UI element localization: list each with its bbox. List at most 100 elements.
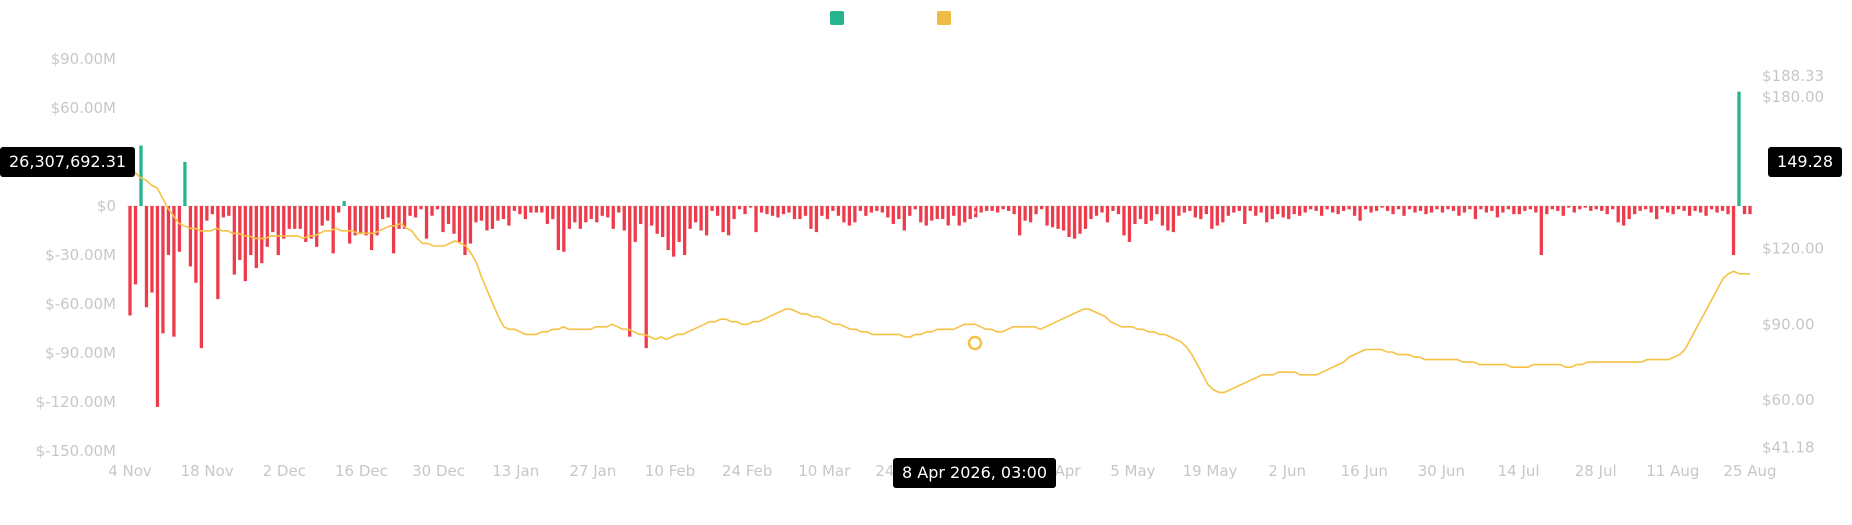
outflow-bar[interactable]	[1012, 206, 1016, 215]
outflow-bar[interactable]	[446, 206, 451, 224]
outflow-bar[interactable]	[1325, 206, 1329, 210]
outflow-bar[interactable]	[1138, 206, 1143, 220]
outflow-bar[interactable]	[364, 206, 368, 236]
outflow-bar[interactable]	[941, 206, 945, 220]
outflow-bar[interactable]	[1594, 206, 1598, 210]
outflow-bar[interactable]	[1391, 206, 1395, 215]
outflow-bar[interactable]	[930, 206, 934, 221]
outflow-bar[interactable]	[1149, 206, 1154, 221]
outflow-bar[interactable]	[1314, 206, 1318, 211]
outflow-bar[interactable]	[710, 206, 714, 211]
outflow-bar[interactable]	[1589, 206, 1593, 211]
outflow-bar[interactable]	[1017, 206, 1022, 236]
outflow-bar[interactable]	[633, 206, 637, 242]
outflow-bar[interactable]	[1693, 206, 1697, 211]
outflow-bar[interactable]	[677, 206, 681, 242]
outflow-bar[interactable]	[1644, 206, 1648, 210]
outflow-bar[interactable]	[1649, 206, 1653, 213]
outflow-bar[interactable]	[935, 206, 939, 220]
outflow-bar[interactable]	[315, 206, 319, 247]
outflow-bar[interactable]	[1523, 206, 1527, 211]
outflow-bar[interactable]	[512, 206, 517, 211]
outflow-bar[interactable]	[1111, 206, 1115, 211]
outflow-bar[interactable]	[1633, 206, 1637, 215]
outflow-bar[interactable]	[490, 206, 495, 229]
outflow-bar[interactable]	[309, 206, 313, 239]
outflow-bar[interactable]	[435, 206, 440, 210]
outflow-bar[interactable]	[408, 206, 412, 216]
outflow-bar[interactable]	[194, 206, 198, 283]
outflow-bar[interactable]	[348, 206, 352, 244]
outflow-bar[interactable]	[1528, 206, 1532, 210]
outflow-bar[interactable]	[1298, 206, 1302, 216]
outflow-bar[interactable]	[1072, 206, 1077, 239]
outflow-bar[interactable]	[1155, 206, 1159, 215]
outflow-bar[interactable]	[501, 206, 506, 220]
outflow-bar[interactable]	[721, 206, 725, 233]
outflow-bar[interactable]	[1182, 206, 1187, 213]
outflow-bar[interactable]	[556, 206, 560, 251]
outflow-bar[interactable]	[1572, 206, 1576, 213]
outflow-bar[interactable]	[567, 206, 571, 229]
outflow-bar[interactable]	[798, 206, 802, 220]
outflow-bar[interactable]	[293, 206, 297, 229]
outflow-bar[interactable]	[864, 206, 868, 216]
outflow-bar[interactable]	[1105, 206, 1110, 223]
outflow-bar[interactable]	[611, 206, 615, 229]
outflow-bar[interactable]	[216, 206, 220, 300]
outflow-bar[interactable]	[1281, 206, 1285, 218]
outflow-bar[interactable]	[1259, 206, 1263, 213]
outflow-bar[interactable]	[666, 206, 670, 251]
outflow-bar[interactable]	[688, 206, 692, 229]
outflow-bar[interactable]	[1028, 206, 1033, 223]
outflow-bar[interactable]	[1078, 206, 1082, 234]
outflow-bar[interactable]	[639, 206, 643, 224]
outflow-bar[interactable]	[600, 206, 604, 216]
outflow-bar[interactable]	[699, 206, 703, 231]
outflow-bar[interactable]	[397, 206, 401, 229]
outflow-bar[interactable]	[468, 206, 473, 244]
outflow-bar[interactable]	[683, 206, 687, 255]
outflow-bar[interactable]	[1358, 206, 1362, 221]
outflow-bar[interactable]	[803, 206, 808, 216]
outflow-bar[interactable]	[1336, 206, 1340, 215]
outflow-bar[interactable]	[1424, 206, 1428, 215]
outflow-bar[interactable]	[913, 206, 917, 210]
outflow-bar[interactable]	[205, 206, 209, 221]
outflow-bar[interactable]	[1276, 206, 1280, 215]
outflow-bar[interactable]	[1320, 206, 1324, 216]
outflow-bar[interactable]	[869, 206, 873, 213]
outflow-bar[interactable]	[1226, 206, 1230, 216]
outflow-bar[interactable]	[1396, 206, 1401, 210]
outflow-bar[interactable]	[836, 206, 841, 216]
outflow-bar[interactable]	[1094, 206, 1099, 216]
outflow-bar[interactable]	[985, 206, 989, 211]
outflow-bar[interactable]	[1270, 206, 1274, 220]
outflow-bar[interactable]	[1083, 206, 1088, 229]
outflow-bar[interactable]	[155, 206, 160, 407]
outflow-bar[interactable]	[337, 206, 341, 213]
outflow-bar[interactable]	[655, 206, 659, 234]
outflow-bar[interactable]	[1243, 206, 1247, 224]
outflow-bar[interactable]	[1676, 206, 1681, 210]
outflow-bar[interactable]	[254, 206, 258, 269]
outflow-bar[interactable]	[858, 206, 863, 211]
outflow-bar[interactable]	[1660, 206, 1664, 210]
outflow-bar[interactable]	[957, 206, 961, 226]
outflow-bar[interactable]	[1550, 206, 1554, 210]
outflow-bar[interactable]	[1720, 206, 1725, 211]
outflow-bar[interactable]	[133, 206, 138, 285]
outflow-bar[interactable]	[386, 206, 390, 218]
outflow-bar[interactable]	[1061, 206, 1066, 231]
outflow-bar[interactable]	[1731, 206, 1736, 255]
outflow-bar[interactable]	[1045, 206, 1049, 226]
outflow-bar[interactable]	[227, 206, 231, 216]
outflow-bar[interactable]	[1347, 206, 1351, 210]
outflow-bar[interactable]	[1611, 206, 1615, 210]
outflow-bar[interactable]	[540, 206, 544, 213]
outflow-bar[interactable]	[463, 206, 467, 255]
outflow-bar[interactable]	[1352, 206, 1357, 216]
outflow-bar[interactable]	[1221, 206, 1225, 223]
outflow-bar[interactable]	[474, 206, 478, 223]
outflow-bar[interactable]	[606, 206, 610, 218]
